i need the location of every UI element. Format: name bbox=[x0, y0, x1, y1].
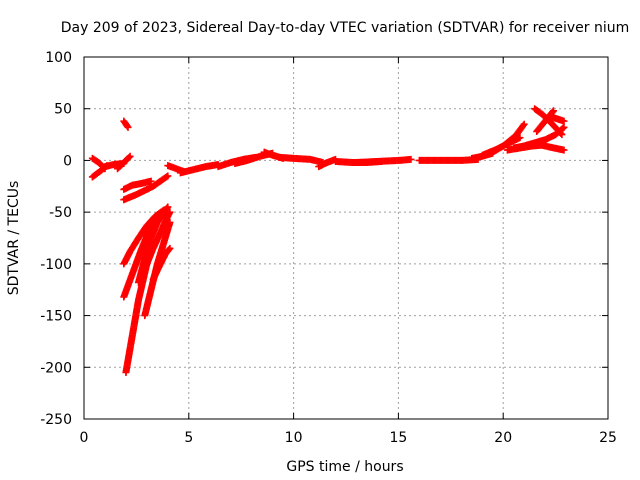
data-arc bbox=[489, 120, 528, 156]
data-point bbox=[164, 203, 172, 211]
data-point bbox=[123, 122, 131, 130]
data-point bbox=[519, 121, 527, 129]
data-arc bbox=[352, 155, 415, 166]
data-point bbox=[147, 177, 155, 185]
y-tick-label: -50 bbox=[49, 205, 72, 221]
data-arc bbox=[134, 203, 172, 286]
x-tick-label: 25 bbox=[599, 430, 617, 446]
data-arc bbox=[547, 113, 568, 125]
data-point bbox=[557, 130, 565, 138]
data-arc bbox=[120, 172, 172, 204]
plot-frame bbox=[83, 56, 609, 420]
data-point bbox=[164, 172, 172, 180]
y-tick-label: -200 bbox=[40, 360, 72, 376]
grid bbox=[84, 57, 608, 419]
x-axis-label: GPS time / hours bbox=[286, 459, 403, 475]
data-point bbox=[165, 245, 173, 253]
data-point bbox=[166, 208, 174, 216]
data-arc bbox=[120, 117, 132, 131]
x-tick-label: 20 bbox=[494, 430, 512, 446]
y-tick-label: -250 bbox=[40, 412, 72, 428]
y-tick-label: 50 bbox=[54, 102, 72, 118]
data-arc bbox=[120, 177, 155, 193]
data-point bbox=[407, 155, 415, 163]
y-axis-label: SDTVAR / TECUs bbox=[6, 181, 22, 296]
y-tick-label: 100 bbox=[45, 50, 72, 66]
axis-ticks: 0 5 10 15 20 25 -250 -200 -150 -100 -50 0 50 100 bbox=[40, 50, 617, 446]
x-tick-label: 15 bbox=[389, 430, 407, 446]
x-tick-label: 10 bbox=[285, 430, 303, 446]
data-point bbox=[125, 153, 133, 161]
data-point bbox=[559, 124, 567, 132]
data-point bbox=[558, 131, 566, 139]
data-point bbox=[124, 123, 132, 131]
data-point bbox=[560, 117, 568, 125]
data-arc bbox=[143, 208, 174, 268]
data-point bbox=[520, 120, 528, 128]
data-point bbox=[163, 204, 171, 212]
y-tick-label: 0 bbox=[63, 153, 72, 169]
x-tick-label: 5 bbox=[184, 430, 193, 446]
data-arc bbox=[520, 140, 568, 154]
chart-title: Day 209 of 2023, Sidereal Day-to-day VTE… bbox=[61, 20, 630, 36]
data-point bbox=[126, 152, 134, 160]
y-tick-label: -100 bbox=[40, 257, 72, 273]
data-arc bbox=[176, 161, 222, 177]
data-point bbox=[560, 123, 568, 131]
data-arc bbox=[149, 244, 174, 283]
data-point bbox=[516, 134, 524, 142]
data-arc bbox=[120, 213, 159, 301]
data-point bbox=[550, 107, 558, 115]
y-tick-label: -150 bbox=[40, 309, 72, 325]
data-point bbox=[166, 244, 174, 252]
data-arc bbox=[114, 152, 134, 173]
data-point bbox=[560, 146, 568, 154]
data-series bbox=[88, 105, 568, 376]
x-tick-label: 0 bbox=[80, 430, 89, 446]
